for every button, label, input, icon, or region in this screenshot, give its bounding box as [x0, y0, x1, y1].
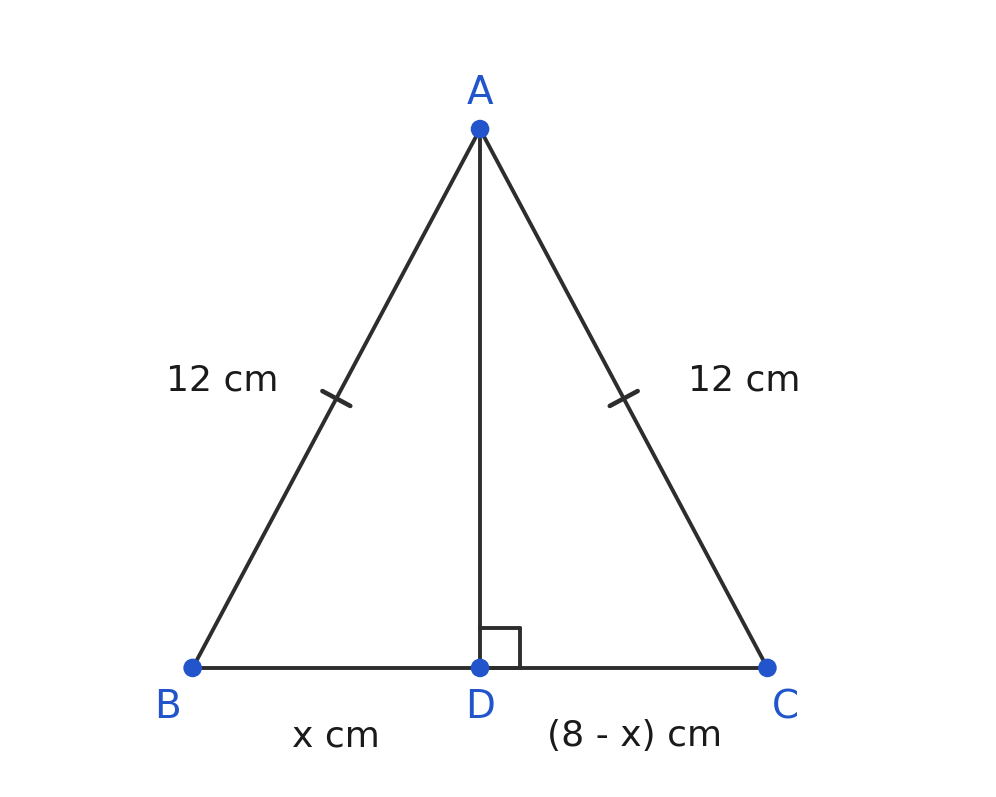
Point [760, 662, 776, 674]
Point [472, 123, 488, 135]
Point [184, 662, 200, 674]
Text: A: A [467, 74, 493, 112]
Text: D: D [465, 689, 495, 726]
Text: B: B [154, 689, 181, 726]
Point [472, 662, 488, 674]
Text: 12 cm: 12 cm [166, 363, 279, 398]
Text: x cm: x cm [293, 719, 380, 753]
Text: 12 cm: 12 cm [688, 363, 801, 398]
Text: C: C [772, 689, 799, 726]
Text: (8 - x) cm: (8 - x) cm [547, 719, 722, 753]
